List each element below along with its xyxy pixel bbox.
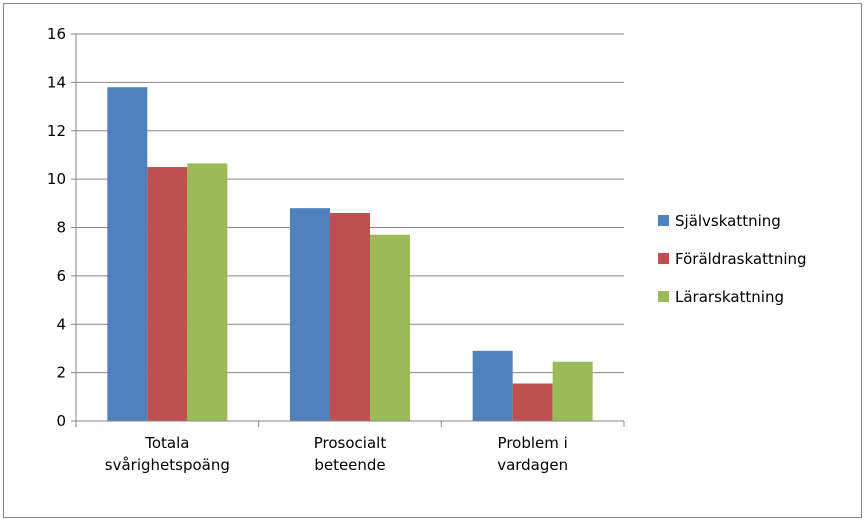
legend-label: Lärarskattning	[675, 288, 784, 306]
y-tick-label: 6	[56, 267, 66, 285]
x-category-labels: Totala svårighetspoäng Prosocialt beteende P…	[105, 434, 568, 474]
bars	[107, 87, 593, 422]
chart-frame: 0 2 4 6 8 10 12 14 16 Totala svårighetspoäng Proso…	[3, 3, 862, 518]
legend-label: Föräldraskattning	[675, 250, 807, 268]
bar-1-2	[290, 208, 330, 421]
x-category-label: Prosocialt beteende	[314, 434, 387, 474]
y-tick-label: 2	[56, 364, 66, 382]
y-tick-label: 4	[56, 315, 66, 333]
bar-2-1	[147, 167, 188, 421]
legend-swatch	[658, 215, 669, 226]
bar-chart: 0 2 4 6 8 10 12 14 16 Totala svårighetspoäng Proso…	[47, 25, 807, 474]
y-tick-label: 0	[56, 412, 66, 430]
bar-1-3	[472, 350, 513, 421]
y-tick-label: 16	[47, 25, 66, 43]
bar-2-3	[512, 383, 553, 421]
y-tick-labels: 0 2 4 6 8 10 12 14 16	[47, 25, 66, 430]
bar-2-2	[330, 212, 370, 421]
y-tick-label: 8	[56, 219, 66, 237]
bar-3-1	[187, 163, 228, 421]
y-tick-label: 10	[47, 170, 66, 188]
legend: Självskattning Föräldraskattning Lärarskat…	[658, 212, 807, 306]
bar-3-2	[370, 234, 410, 421]
y-tick-label: 14	[47, 73, 66, 91]
y-tick-label: 12	[47, 122, 66, 140]
bar-3-3	[552, 361, 593, 421]
x-category-label: Problem i vardagen	[497, 434, 568, 474]
legend-swatch	[658, 253, 669, 264]
bar-1-1	[107, 87, 148, 422]
x-category-label: Totala svårighetspoäng	[105, 434, 230, 474]
axes	[71, 33, 625, 427]
legend-label: Självskattning	[675, 212, 781, 230]
legend-swatch	[658, 291, 669, 302]
